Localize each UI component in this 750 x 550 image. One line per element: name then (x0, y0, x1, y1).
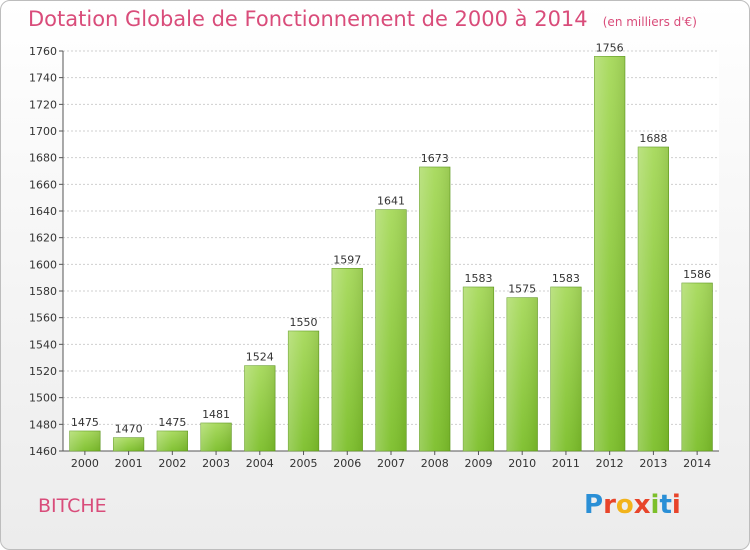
x-tick-label: 2013 (639, 457, 667, 470)
x-tick-label: 2014 (683, 457, 711, 470)
data-label-2007: 1641 (377, 195, 405, 208)
x-tick-label: 2001 (115, 457, 143, 470)
chart-title-text: Dotation Globale de Fonctionnement de 20… (28, 7, 588, 31)
y-tick-label: 1660 (29, 178, 57, 191)
y-tick-label: 1720 (29, 98, 57, 111)
bar-shade (375, 209, 407, 451)
bar-shade (331, 268, 363, 451)
x-tick-label: 2006 (333, 457, 361, 470)
logo-letter: o (615, 490, 634, 520)
city-name: BITCHE (38, 495, 107, 517)
y-tick-label: 1480 (29, 418, 57, 431)
logo-letter: r (603, 490, 616, 520)
y-tick-label: 1700 (29, 125, 57, 138)
y-tick-label: 1500 (29, 392, 57, 405)
bar-shade (157, 431, 188, 451)
data-label-2013: 1688 (639, 132, 667, 145)
x-tick-label: 2011 (552, 457, 580, 470)
x-tick-label: 2007 (377, 457, 405, 470)
bar-shade (113, 437, 144, 451)
data-label-2011: 1583 (552, 272, 580, 285)
logo-letter: i (650, 490, 660, 520)
chart-unit: (en milliers d'€) (602, 15, 697, 29)
chart-title: Dotation Globale de Fonctionnement de 20… (28, 7, 697, 31)
y-tick-label: 1740 (29, 72, 57, 85)
y-tick-label: 1560 (29, 312, 57, 325)
x-tick-label: 2010 (508, 457, 536, 470)
x-tick-label: 2004 (246, 457, 274, 470)
data-label-2000: 1475 (71, 416, 99, 429)
logo-letter: P (584, 490, 604, 520)
logo-letter: t (659, 490, 672, 520)
y-tick-label: 1640 (29, 205, 57, 218)
bar-shade (550, 287, 582, 451)
y-tick-label: 1520 (29, 365, 57, 378)
logo-letter: i (671, 490, 681, 520)
bar-shade (638, 147, 669, 451)
x-tick-label: 2012 (596, 457, 624, 470)
logo-letter: x (633, 490, 651, 520)
data-label-2010: 1575 (508, 283, 536, 296)
x-tick-label: 2000 (71, 457, 99, 470)
x-tick-label: 2002 (158, 457, 186, 470)
data-label-2005: 1550 (290, 316, 318, 329)
y-tick-label: 1540 (29, 338, 57, 351)
y-tick-label: 1580 (29, 285, 57, 298)
data-label-2014: 1586 (683, 268, 711, 281)
y-tick-label: 1460 (29, 445, 57, 458)
data-label-2003: 1481 (202, 408, 230, 421)
data-label-2008: 1673 (421, 152, 449, 165)
bar-shade (419, 167, 451, 451)
bar-shade (288, 331, 319, 451)
y-tick-label: 1680 (29, 152, 57, 165)
data-label-2004: 1524 (246, 351, 274, 364)
bar-shade (594, 56, 625, 451)
bar-shade (681, 283, 713, 451)
x-tick-label: 2003 (202, 457, 230, 470)
y-tick-label: 1600 (29, 258, 57, 271)
bar-shade (463, 287, 494, 451)
y-tick-label: 1620 (29, 232, 57, 245)
data-label-2001: 1470 (115, 423, 143, 436)
bar-shade (200, 423, 232, 451)
y-tick-label: 1760 (29, 45, 57, 58)
proxiti-logo: Proxiti (584, 490, 681, 520)
bar-shade (506, 297, 538, 451)
data-label-2009: 1583 (464, 272, 492, 285)
x-tick-label: 2005 (290, 457, 318, 470)
x-tick-label: 2008 (421, 457, 449, 470)
data-label-2002: 1475 (158, 416, 186, 429)
bar-shade (244, 365, 276, 451)
data-label-2012: 1756 (596, 41, 624, 54)
data-label-2006: 1597 (333, 253, 361, 266)
x-tick-label: 2009 (464, 457, 492, 470)
bar-shade (69, 431, 101, 451)
